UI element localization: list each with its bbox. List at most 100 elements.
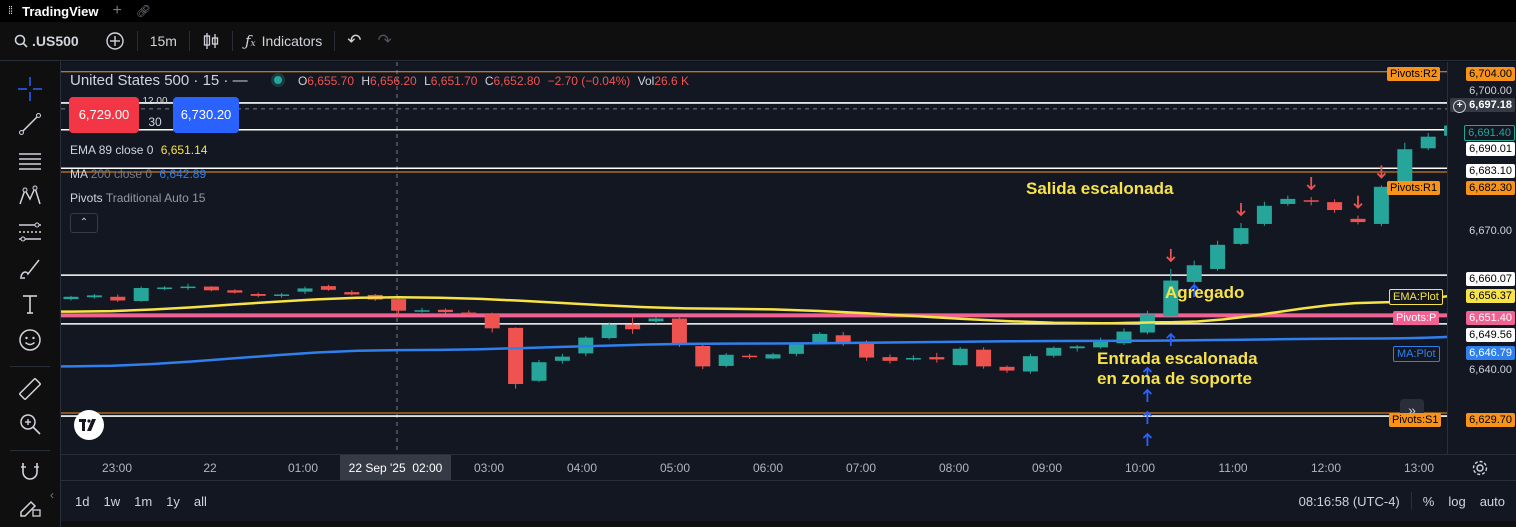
new-tab-icon[interactable]: + [112, 2, 122, 19]
candle-body [788, 344, 804, 354]
range-1w[interactable]: 1w [103, 493, 121, 509]
range-1y[interactable]: 1y [166, 493, 180, 509]
crosshair-tool[interactable] [16, 75, 44, 103]
candle-body [1233, 228, 1249, 244]
buy-button[interactable]: 6,730.20 [173, 97, 239, 133]
compare-symbol-button[interactable] [97, 26, 133, 56]
zoom-tool[interactable] [16, 410, 44, 438]
candle-body [1280, 198, 1296, 204]
price-label-6683: 6,683.10 [1466, 164, 1515, 178]
entry-arrow-3 [1142, 366, 1153, 380]
measure-tool[interactable] [16, 375, 44, 403]
ema-legend[interactable]: EMA 89 close 0 6,651.14 [70, 143, 208, 157]
timezone-clock[interactable]: 08:16:58 (UTC-4) [1298, 493, 1400, 509]
ma-legend-value: 6,642.89 [159, 167, 207, 181]
pattern-tool[interactable] [16, 182, 44, 210]
time-crosshair-label: 22 Sep '25 02:00 [340, 455, 451, 481]
candle-body [63, 296, 79, 300]
range-1d[interactable]: 1d [75, 493, 90, 509]
fib-tool[interactable] [16, 218, 44, 246]
redo-button[interactable]: ↷ [370, 26, 400, 56]
indicators-label: Indicators [261, 33, 323, 49]
price-chart[interactable] [61, 62, 1447, 454]
time-tick: 10:00 [1124, 461, 1156, 475]
annotation-entry[interactable]: Entrada escalonada en zona de soporte [1097, 349, 1258, 389]
link-icon[interactable]: 🔗︎ [135, 4, 152, 18]
gear-icon [1472, 460, 1488, 476]
pivots-legend[interactable]: Pivots Traditional Auto 15 [70, 191, 206, 205]
text-tool[interactable] [16, 290, 44, 318]
time-tick: 11:00 [1218, 461, 1248, 475]
tradingview-logo[interactable] [74, 410, 104, 440]
chart-type-button[interactable] [194, 26, 228, 56]
close-value: 6,652.80 [493, 74, 541, 88]
candle-body [344, 292, 360, 295]
horizontal-lines-icon [19, 153, 41, 170]
entry-arrow-4 [1166, 332, 1176, 346]
price-label-ma: 6,646.79 [1466, 346, 1515, 360]
annotation-added[interactable]: Agregado [1165, 283, 1245, 302]
time-tick: 01:00 [287, 461, 319, 475]
fx-icon: ƒx [244, 32, 256, 50]
trend-line-tool[interactable] [16, 110, 44, 138]
symbol-name[interactable]: United States 500 · 15 · — [70, 72, 248, 89]
icons-tool[interactable] [16, 326, 44, 354]
brush-tool[interactable] [16, 254, 44, 282]
exit-arrow-2 [1306, 177, 1316, 191]
interval-button[interactable]: 15m [149, 33, 177, 49]
log-scale-toggle[interactable]: log [1448, 493, 1466, 509]
time-scale[interactable]: 23:00 22 01:00 03:00 04:00 05:00 06:00 07:00 08:… [61, 454, 1516, 481]
price-scale[interactable]: 6,700.00 6,704.00 +6,697.18 6,691.40 6,6… [1447, 62, 1516, 454]
range-all[interactable]: all [193, 493, 207, 509]
ohlc-values: O6,655.70 H6,656.20 L6,651.70 C6,652.80 … [297, 74, 690, 88]
bottom-bar: 1d 1w 1m 1y all 08:16:58 (UTC-4) % log a… [61, 480, 1516, 521]
lock-drawings-tool[interactable] [16, 493, 44, 521]
sell-button[interactable]: 6,729.00 [69, 97, 139, 133]
candle-body [1022, 356, 1038, 372]
candle-body [1256, 205, 1272, 224]
range-1m[interactable]: 1m [134, 493, 153, 509]
chart-settings-button[interactable] [1471, 459, 1489, 477]
toolbar-divider [188, 31, 190, 51]
candle-body [414, 310, 430, 312]
symbol-search[interactable]: .US500 [6, 26, 87, 56]
annotation-entry-line2: en zona de soporte [1097, 369, 1252, 388]
undo-button[interactable]: ↶ [339, 26, 369, 56]
candle-body [882, 357, 898, 361]
grid-menu-icon[interactable]: ⁞⁞ [8, 5, 13, 17]
undo-icon: ↶ [347, 31, 362, 50]
app-topbar: ⁞⁞ TradingView + 🔗︎ [0, 0, 1516, 22]
price-label-r2: 6,704.00 [1466, 67, 1515, 81]
indicators-button[interactable]: ƒx Indicators [237, 26, 330, 56]
price-label-crosshair: +6,697.18 [1450, 98, 1515, 113]
app-title[interactable]: TradingView [22, 3, 99, 19]
entry-arrow-1 [1142, 410, 1153, 424]
candle-body [1327, 202, 1343, 211]
candle-body [531, 362, 547, 381]
collapse-legend-button[interactable]: ⌃ [70, 213, 98, 233]
candle-body [1350, 218, 1366, 223]
horizontal-lines-tool[interactable] [16, 146, 44, 174]
auto-scale-toggle[interactable]: auto [1479, 493, 1505, 509]
tools-divider [10, 366, 50, 367]
redo-icon: ↷ [377, 31, 392, 50]
annotation-exit[interactable]: Salida escalonada [1026, 179, 1174, 198]
candle-body [952, 348, 968, 365]
candle-body [484, 314, 500, 329]
exit-arrow-3 [1353, 195, 1363, 209]
candle-body [1093, 340, 1109, 348]
chart-pane[interactable]: United States 500 · 15 · — O6,655.70 H6,… [61, 62, 1447, 454]
magnet-tool[interactable] [16, 457, 44, 485]
price-label-6649: 6,649.56 [1466, 328, 1515, 342]
candle-body [297, 288, 313, 292]
fib-retracement-icon [19, 222, 41, 242]
candle-body [976, 349, 992, 367]
left-collapse-arrow[interactable]: ‹ [50, 488, 54, 502]
market-status-icon [273, 76, 282, 84]
spread-top: 12.00 [142, 96, 168, 107]
candle-body [157, 287, 173, 290]
ema-line [61, 295, 1447, 325]
ma-legend[interactable]: MA 200 close 0 6,642.89 [70, 167, 207, 181]
percent-scale-toggle[interactable]: % [1422, 493, 1435, 509]
add-alert-icon[interactable]: + [1453, 100, 1467, 113]
